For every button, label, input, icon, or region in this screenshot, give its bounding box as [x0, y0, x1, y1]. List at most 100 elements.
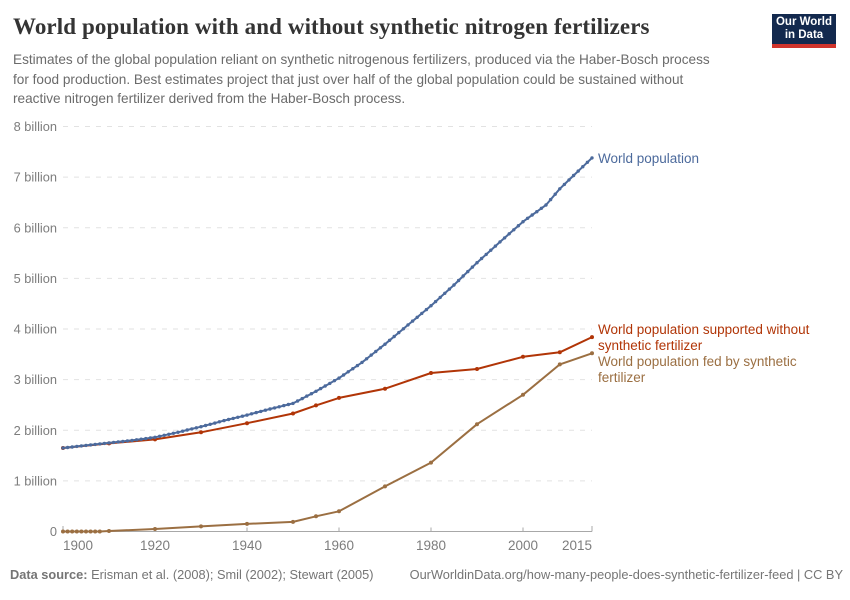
data-point	[254, 410, 258, 415]
data-point	[470, 265, 475, 269]
data-point	[562, 182, 567, 187]
data-point	[314, 389, 318, 393]
data-point	[162, 433, 166, 437]
data-point	[429, 304, 433, 308]
y-axis-label: 0	[50, 524, 57, 539]
data-point	[493, 244, 498, 248]
data-point	[516, 224, 521, 228]
data-point	[318, 386, 323, 391]
y-axis-label: 7 billion	[14, 170, 57, 185]
y-axis-label: 4 billion	[14, 322, 57, 337]
data-point	[576, 169, 580, 173]
data-point	[410, 319, 415, 323]
data-point	[65, 445, 70, 450]
series-label: World population	[598, 151, 699, 166]
data-point	[240, 414, 245, 418]
data-point	[305, 394, 309, 398]
data-point	[65, 529, 70, 534]
x-axis-label: 2015	[562, 538, 592, 553]
data-point	[429, 371, 433, 375]
x-axis-label: 1980	[416, 538, 446, 553]
data-point	[429, 460, 433, 465]
data-point	[259, 409, 263, 414]
data-point	[144, 436, 148, 441]
data-point	[309, 392, 314, 396]
data-point	[268, 407, 272, 411]
data-point	[153, 435, 157, 439]
data-point	[130, 438, 134, 443]
data-point	[590, 351, 594, 356]
data-point	[88, 443, 93, 447]
data-point	[433, 299, 438, 304]
data-point	[567, 178, 571, 182]
data-point	[70, 529, 75, 534]
data-point	[185, 428, 189, 432]
data-point	[263, 408, 268, 412]
owid-logo-line1: Our World	[775, 15, 832, 28]
page-title: World population with and without synthe…	[13, 14, 650, 39]
data-point	[75, 444, 79, 449]
data-point	[295, 399, 300, 403]
data-point	[328, 381, 332, 386]
data-point	[291, 519, 295, 524]
data-point	[125, 439, 130, 443]
series-label: synthetic fertilizer	[598, 338, 703, 353]
x-axis-label: 1940	[232, 538, 262, 553]
y-axis-label: 8 billion	[14, 119, 57, 134]
data-point	[484, 252, 488, 257]
data-point	[176, 430, 180, 434]
data-point	[525, 216, 530, 220]
y-axis-label: 3 billion	[14, 372, 57, 387]
x-axis-label: 2000	[508, 538, 538, 553]
data-point	[475, 367, 479, 371]
data-point	[79, 529, 84, 534]
data-point	[194, 426, 199, 430]
data-point	[171, 431, 176, 435]
data-point	[521, 392, 525, 397]
data-point	[521, 220, 525, 224]
data-point	[314, 403, 318, 408]
data-point	[341, 373, 346, 377]
owid-logo-accent-bar	[772, 44, 836, 48]
series-line-without-fertilizer	[62, 336, 593, 449]
data-point	[351, 367, 355, 371]
data-point	[226, 417, 231, 422]
data-point	[217, 420, 222, 424]
data-point	[213, 421, 217, 425]
data-point	[208, 422, 212, 426]
data-point	[590, 335, 594, 340]
data-source-text: Erisman et al. (2008); Smil (2002); Stew…	[91, 567, 374, 582]
data-point	[337, 395, 341, 400]
y-axis-label: 6 billion	[14, 220, 57, 235]
data-point	[346, 370, 350, 374]
data-point	[102, 441, 107, 446]
chart-footer: Data source: Erisman et al. (2008); Smil…	[10, 567, 843, 582]
data-point	[507, 232, 511, 236]
data-point	[530, 213, 534, 217]
data-point	[93, 529, 98, 534]
x-axis-label: 1920	[140, 538, 170, 553]
data-point	[139, 437, 143, 441]
data-point	[203, 423, 208, 428]
data-point	[190, 427, 194, 431]
data-source-label: Data source:	[10, 567, 88, 582]
data-point	[383, 386, 387, 391]
series-label: World population fed by synthetic	[598, 354, 797, 369]
data-point	[70, 445, 74, 449]
data-point	[369, 353, 373, 357]
data-source: Data source: Erisman et al. (2008); Smil…	[10, 567, 373, 582]
data-point	[420, 311, 424, 316]
data-point	[116, 440, 120, 444]
data-point	[392, 334, 396, 339]
data-point	[84, 529, 88, 534]
y-axis-label: 5 billion	[14, 271, 57, 286]
data-point	[323, 384, 327, 388]
data-point	[98, 442, 102, 446]
data-point	[199, 425, 203, 429]
data-point	[332, 379, 337, 383]
data-point	[337, 376, 341, 380]
data-point	[79, 444, 84, 448]
data-point	[153, 527, 157, 531]
